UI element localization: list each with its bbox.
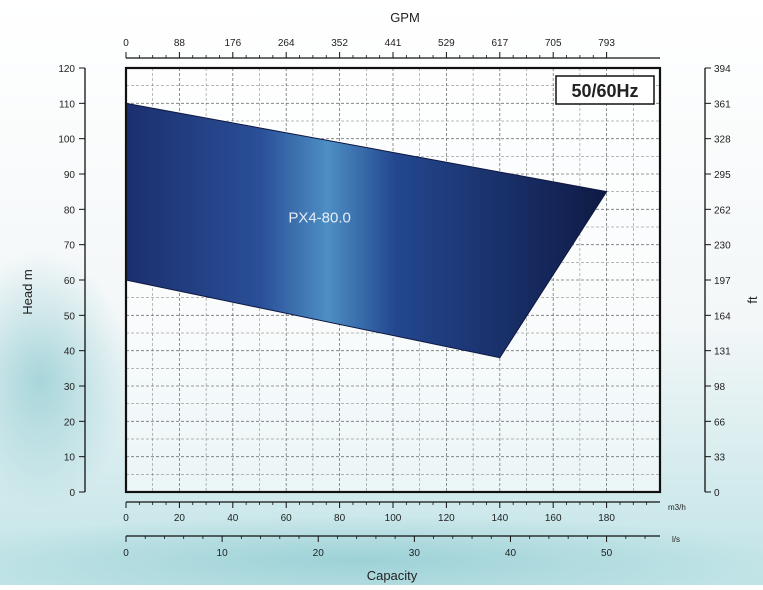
ls-axis-tick-label: 40 bbox=[505, 548, 517, 559]
right-axis-tick-label: 262 bbox=[714, 205, 731, 216]
m3h-axis-tick-label: 160 bbox=[545, 513, 562, 524]
top-axis-tick-label: 264 bbox=[278, 38, 295, 49]
axes: 0102030405060708090100110120033669813116… bbox=[58, 38, 731, 559]
left-axis-tick-label: 60 bbox=[64, 276, 76, 287]
top-axis-tick-label: 793 bbox=[598, 38, 615, 49]
m3h-axis-tick-label: 100 bbox=[385, 513, 402, 524]
m3h-axis-tick-label: 20 bbox=[174, 513, 186, 524]
ls-unit-label: l/s bbox=[672, 535, 680, 544]
ls-axis-tick-label: 10 bbox=[217, 548, 229, 559]
right-axis-tick-label: 197 bbox=[714, 276, 731, 287]
series-label: PX4-80.0 bbox=[288, 210, 351, 227]
top-axis-tick-label: 352 bbox=[331, 38, 348, 49]
left-axis-tick-label: 50 bbox=[64, 311, 76, 322]
left-axis-tick-label: 20 bbox=[64, 417, 76, 428]
top-axis-tick-label: 176 bbox=[224, 38, 241, 49]
frequency-badge: 50/60Hz bbox=[555, 75, 655, 105]
m3h-axis-tick-label: 180 bbox=[598, 513, 615, 524]
left-axis-tick-label: 80 bbox=[64, 205, 76, 216]
top-axis-tick-label: 441 bbox=[385, 38, 402, 49]
right-axis-tick-label: 361 bbox=[714, 99, 731, 110]
right-axis-tick-label: 131 bbox=[714, 347, 731, 358]
left-axis-tick-label: 40 bbox=[64, 347, 76, 358]
m3h-axis-tick-label: 140 bbox=[491, 513, 508, 524]
left-axis-tick-label: 10 bbox=[64, 453, 76, 464]
m3h-axis-tick-label: 0 bbox=[123, 513, 129, 524]
right-axis-title: ft bbox=[745, 296, 760, 304]
left-axis-tick-label: 30 bbox=[64, 382, 76, 393]
m3h-unit-label: m3/h bbox=[668, 503, 686, 512]
top-axis-tick-label: 617 bbox=[491, 38, 508, 49]
left-axis-tick-label: 110 bbox=[59, 99, 75, 110]
left-axis-tick-label: 90 bbox=[64, 170, 76, 181]
left-axis-tick-label: 0 bbox=[69, 488, 75, 499]
ls-axis-tick-label: 20 bbox=[313, 548, 325, 559]
left-axis-tick-label: 120 bbox=[58, 64, 75, 75]
m3h-axis-tick-label: 80 bbox=[334, 513, 346, 524]
right-axis-tick-label: 98 bbox=[714, 382, 726, 393]
top-axis-tick-label: 705 bbox=[545, 38, 562, 49]
m3h-axis-tick-label: 40 bbox=[227, 513, 239, 524]
plot-frame bbox=[124, 66, 662, 494]
right-axis-tick-label: 0 bbox=[714, 488, 720, 499]
top-axis-tick-label: 0 bbox=[123, 38, 129, 49]
right-axis-tick-label: 164 bbox=[714, 311, 731, 322]
frequency-badge-box bbox=[555, 75, 655, 105]
left-axis-title: Head m bbox=[20, 269, 35, 315]
right-axis-tick-label: 295 bbox=[714, 170, 731, 181]
ls-axis-tick-label: 0 bbox=[123, 548, 129, 559]
m3h-axis-tick-label: 60 bbox=[281, 513, 293, 524]
background-splash-bottom bbox=[0, 515, 763, 590]
top-axis-tick-label: 88 bbox=[174, 38, 186, 49]
right-axis-tick-label: 394 bbox=[714, 64, 731, 75]
right-axis-tick-label: 33 bbox=[714, 453, 726, 464]
ls-axis-tick-label: 30 bbox=[409, 548, 421, 559]
left-axis-tick-label: 70 bbox=[64, 241, 76, 252]
background-splash-left bbox=[0, 250, 130, 510]
m3h-axis-tick-label: 120 bbox=[438, 513, 455, 524]
right-axis-tick-label: 66 bbox=[714, 417, 726, 428]
right-axis-tick-label: 328 bbox=[714, 135, 731, 146]
frequency-badge-text: 50/60Hz bbox=[571, 81, 638, 101]
top-axis-tick-label: 529 bbox=[438, 38, 455, 49]
ls-axis-tick-label: 50 bbox=[601, 548, 613, 559]
top-axis-title: GPM bbox=[390, 10, 420, 25]
right-axis-tick-label: 230 bbox=[714, 241, 731, 252]
left-axis-tick-label: 100 bbox=[58, 135, 75, 146]
x-axis-title: Capacity bbox=[367, 568, 418, 583]
